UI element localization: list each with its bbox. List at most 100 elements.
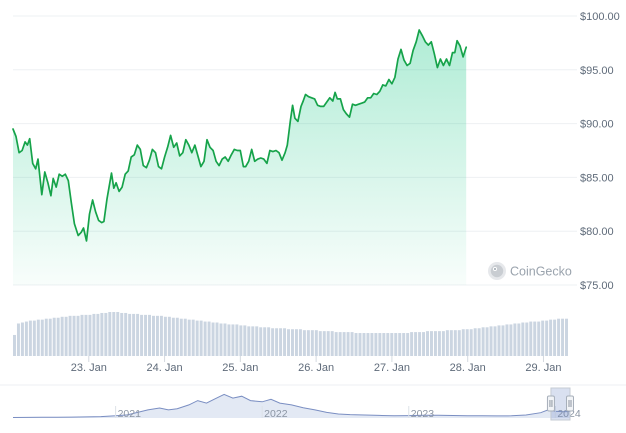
volume-bar [92,313,96,356]
volume-bar [489,326,493,356]
volume-bar [44,318,48,356]
volume-bar [525,322,529,356]
volume-bar [449,330,453,356]
volume-bar [104,312,108,356]
volume-bar [148,314,151,356]
volume-bar [497,325,501,356]
x-tick-label: 24. Jan [147,362,183,374]
price-line-layer [12,29,468,242]
volume-bar [40,319,44,356]
volume-bar [545,320,549,356]
volume-bar [541,320,545,356]
x-tick-label: 28. Jan [450,362,486,374]
volume-bar [481,327,485,356]
price-area-layer [13,30,467,285]
volume-bar [517,323,521,356]
volume-bar [235,324,239,356]
volume-bar [330,331,334,356]
volume-bar [430,331,433,356]
volume-bar [287,329,290,356]
volume-bar [227,324,231,356]
navigator-area [13,394,570,418]
volume-bar [255,326,259,356]
volume-bar [207,321,211,356]
volume-bar [426,331,429,356]
volume-bar [191,319,195,356]
volume-bar [159,315,163,356]
volume-bar [76,315,80,356]
volume-bar [88,314,92,356]
volume-bar [283,328,287,356]
volume-bar [48,318,52,356]
volume-bar [529,321,533,356]
volume-bar [112,312,116,356]
volume-bar [553,319,557,356]
volume-bar [465,329,469,356]
volume-bar [247,326,251,356]
volume-bar [175,317,179,356]
navigator-handle[interactable] [566,395,574,412]
volume-bar [422,332,426,356]
volume-bar [132,313,136,356]
volume-bar [418,332,422,356]
volume-bar [306,330,310,356]
volume-bar [457,330,461,356]
volume-bars [13,312,568,356]
volume-bar [322,331,326,356]
volume-bar [437,331,441,356]
volume-bar [100,312,104,356]
coingecko-watermark: CoinGecko [488,262,572,280]
volume-bar [24,321,28,356]
volume-bar [128,313,132,356]
volume-bar [310,330,314,356]
volume-bar [561,318,565,356]
volume-bar [509,324,513,356]
volume-bar [445,330,449,356]
volume-bar [398,333,402,356]
volume-bar [239,325,243,356]
volume-bar [179,318,183,356]
volume-bar [68,315,72,356]
navigator-handle[interactable] [546,395,555,412]
volume-bar [20,322,24,356]
volume-bar [302,330,306,356]
volume-bar [406,333,410,356]
price-line[interactable] [12,29,468,242]
volume-bar [155,315,159,356]
volume-bar [80,314,84,356]
x-tick-label: 26. Jan [298,362,334,374]
volume-bar [263,327,267,356]
volume-bar [294,329,298,356]
volume-bar [167,316,171,356]
volume-bar [354,333,358,356]
volume-bar [84,314,88,356]
volume-bar [195,320,199,356]
volume-bar [72,315,76,356]
navigator-line [12,393,571,418]
volume-bar [203,321,207,356]
volume-bar [259,327,263,356]
volume-bar [314,330,318,356]
volume-bar [358,333,362,356]
volume-bar [493,326,497,356]
volume-bar [187,319,191,356]
navigator-year-label: 2023 [411,408,435,420]
volume-bar [318,331,322,356]
x-axis: 23. Jan 24. Jan 25. Jan 26. Jan 27. Jan 28. J… [71,356,562,374]
range-navigator[interactable]: 2021 2022 2023 2024 [12,387,581,421]
volume-bar [271,328,275,356]
volume-bar [28,320,32,356]
volume-bar [211,322,215,356]
volume-bar [433,331,437,356]
price-area [13,30,467,285]
x-tick-label: 25. Jan [222,362,258,374]
coingecko-logo-icon [488,262,506,280]
volume-bar [350,332,354,356]
volume-bar [410,332,414,356]
volume-bar [485,327,489,356]
navigator-year-label: 2024 [557,408,581,420]
volume-bar [231,324,235,356]
volume-bar [36,319,40,356]
volume-bar [140,314,144,356]
